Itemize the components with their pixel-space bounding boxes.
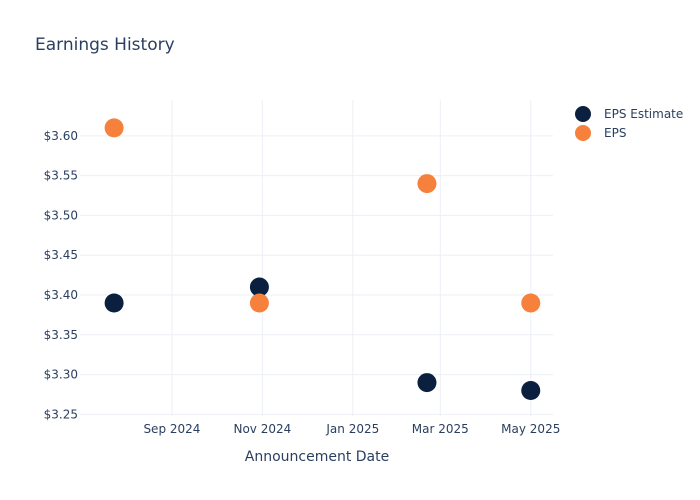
eps-point[interactable] <box>249 293 269 313</box>
x-tick-label: Sep 2024 <box>143 422 200 436</box>
y-tick-label: $3.60 <box>44 129 78 143</box>
legend-marker <box>575 125 591 141</box>
legend-marker <box>575 106 591 122</box>
x-tick-label: May 2025 <box>501 422 560 436</box>
y-tick-label: $3.55 <box>44 169 78 183</box>
legend: EPS Estimate EPS <box>575 106 683 141</box>
x-axis-title: Announcement Date <box>245 449 389 465</box>
eps-point[interactable] <box>417 174 437 194</box>
y-axis-ticks: $3.25 $3.30 $3.35 $3.40 $3.45 $3.50 $3.55 $3.60 <box>44 129 78 422</box>
data-points <box>104 118 541 401</box>
chart-title: Earnings History <box>35 35 175 55</box>
legend-label: EPS Estimate <box>604 107 683 121</box>
legend-item-eps[interactable]: EPS <box>575 125 626 141</box>
y-tick-label: $3.50 <box>44 208 78 222</box>
x-tick-label: Nov 2024 <box>233 422 291 436</box>
y-tick-label: $3.40 <box>44 288 78 302</box>
eps-point[interactable] <box>104 118 124 138</box>
eps-estimate-point[interactable] <box>104 293 124 313</box>
x-tick-label: Jan 2025 <box>325 422 379 436</box>
legend-item-eps-estimate[interactable]: EPS Estimate <box>575 106 683 122</box>
x-tick-label: Mar 2025 <box>412 422 469 436</box>
eps-estimate-point[interactable] <box>249 277 269 297</box>
y-tick-label: $3.25 <box>44 407 78 421</box>
eps-point[interactable] <box>521 293 541 313</box>
y-tick-label: $3.35 <box>44 328 78 342</box>
eps-estimate-point[interactable] <box>417 373 437 393</box>
y-tick-label: $3.45 <box>44 248 78 262</box>
eps-estimate-point[interactable] <box>521 381 541 401</box>
legend-label: EPS <box>604 126 626 140</box>
gridlines <box>80 100 553 416</box>
y-tick-label: $3.30 <box>44 368 78 382</box>
x-axis-ticks: Sep 2024 Nov 2024 Jan 2025 Mar 2025 May 2025 <box>143 422 560 436</box>
